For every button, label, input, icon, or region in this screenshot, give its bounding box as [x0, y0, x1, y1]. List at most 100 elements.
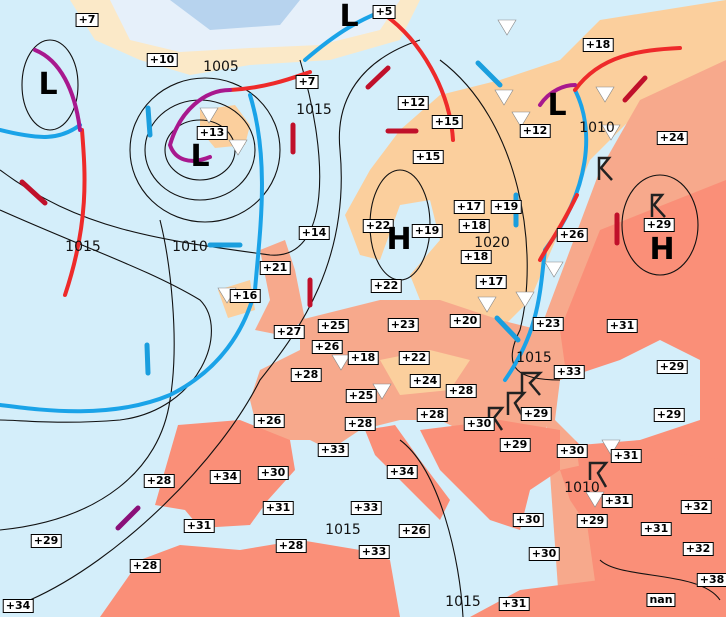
temperature-label: +18: [460, 250, 492, 264]
temperature-label: +25: [317, 319, 349, 333]
temperature-label: +29: [30, 534, 62, 548]
temperature-label: +18: [582, 38, 614, 52]
temperature-label: +26: [253, 414, 285, 428]
temperature-label: +25: [345, 389, 377, 403]
temperature-label: +26: [398, 524, 430, 538]
temperature-label: +29: [643, 218, 675, 232]
temperature-label: +24: [656, 131, 688, 145]
warm-front: [63, 128, 87, 297]
high-pressure-center: H: [386, 222, 412, 257]
temperature-label: +28: [290, 368, 322, 382]
temperature-label: +22: [362, 219, 394, 233]
temperature-label: +34: [209, 470, 241, 484]
temperature-label: +32: [680, 500, 712, 514]
temperature-label: +12: [397, 96, 429, 110]
temperature-label: +26: [311, 340, 343, 354]
shower-triangle-icon: [477, 296, 497, 313]
temperature-label: +15: [431, 115, 463, 129]
temperature-label: +33: [358, 545, 390, 559]
shower-triangle-icon: [585, 491, 605, 508]
temperature-label: +13: [196, 126, 228, 140]
shower-triangle-icon: [601, 124, 621, 141]
temperature-label: +7: [75, 13, 99, 27]
temperature-label: +29: [520, 407, 552, 421]
warm-front: [228, 70, 312, 92]
shower-triangle-icon: [544, 261, 564, 278]
thunderstorm-symbols: [487, 156, 666, 488]
wind-arrow-icon: [475, 60, 503, 88]
temperature-label: +23: [532, 317, 564, 331]
temperature-label: +18: [458, 219, 490, 233]
occluded-front: [167, 88, 232, 163]
land-scandinavia: [345, 0, 726, 330]
high-pressure-center: H: [649, 232, 675, 267]
temperature-label: +18: [347, 351, 379, 365]
low-pressure-center: L: [190, 139, 210, 174]
temperature-label: +34: [2, 599, 34, 613]
temperature-label: +29: [576, 514, 608, 528]
temperature-label: +31: [601, 494, 633, 508]
thunderstorm-icon: [487, 406, 505, 431]
wind-arrow-icon: [622, 75, 648, 103]
temperature-label: +14: [298, 226, 330, 240]
temperature-label: +32: [682, 542, 714, 556]
shower-triangle-icon: [595, 86, 615, 103]
wind-arrow-icon: [365, 65, 391, 90]
shower-triangle-icon: [515, 291, 535, 308]
wind-arrow-icon: [115, 505, 141, 531]
isobar-label: 1015: [296, 102, 332, 118]
thunderstorm-icon: [506, 391, 527, 416]
temperature-label: +21: [259, 261, 291, 275]
temperature-label: +28: [416, 408, 448, 422]
temperature-label: +31: [610, 449, 642, 463]
temperature-label: +31: [498, 597, 530, 611]
isobar: [0, 219, 175, 531]
temperature-label: +5: [372, 5, 396, 19]
temperature-label: +27: [273, 325, 305, 339]
temperature-label: +33: [553, 365, 585, 379]
isobar: [0, 209, 212, 423]
temperature-label: +31: [606, 319, 638, 333]
isobar-label: 1010: [564, 480, 600, 496]
occluded-front: [33, 48, 82, 132]
temperature-label: +26: [556, 228, 588, 242]
wind-arrow-icon: [19, 179, 48, 206]
shower-triangle-icon: [331, 354, 351, 371]
isobar-label: 1015: [325, 522, 361, 538]
temperature-label: +12: [519, 124, 551, 138]
shower-triangle-icon: [494, 89, 514, 106]
isobar: [399, 439, 464, 617]
temperature-label: +17: [453, 200, 485, 214]
cold-front: [0, 93, 264, 414]
thunderstorm-icon: [650, 193, 666, 218]
isobar-label: 1015: [445, 594, 481, 610]
isobar: [0, 59, 321, 256]
temperature-label: +30: [556, 444, 588, 458]
occluded-front: [538, 83, 577, 107]
temperature-label: +16: [229, 289, 261, 303]
temperature-label: +31: [640, 522, 672, 536]
fronts: [0, 8, 682, 414]
isobar-label: 1005: [203, 59, 239, 75]
shower-triangle-icon: [372, 383, 392, 400]
temperature-label: +7: [295, 75, 319, 89]
thunderstorm-icon: [588, 461, 609, 488]
isobar: [621, 174, 699, 276]
temperature-label: +31: [262, 501, 294, 515]
isobar: [29, 39, 421, 601]
temperature-label: +28: [275, 539, 307, 553]
shower-triangle-icon: [199, 107, 219, 124]
temperature-label: +17: [475, 275, 507, 289]
shower-triangle-icon: [497, 19, 517, 36]
temperature-label: +10: [146, 53, 178, 67]
temperature-label: +22: [370, 279, 402, 293]
shower-triangle-icon: [228, 139, 248, 156]
temperature-label: +30: [528, 547, 560, 561]
temperature-label: +30: [512, 513, 544, 527]
shower-triangle-icon: [601, 439, 621, 456]
temperature-label: +19: [411, 224, 443, 238]
temperature-label: +22: [398, 351, 430, 365]
temperature-label: +31: [183, 519, 215, 533]
ice-core: [170, 0, 300, 30]
